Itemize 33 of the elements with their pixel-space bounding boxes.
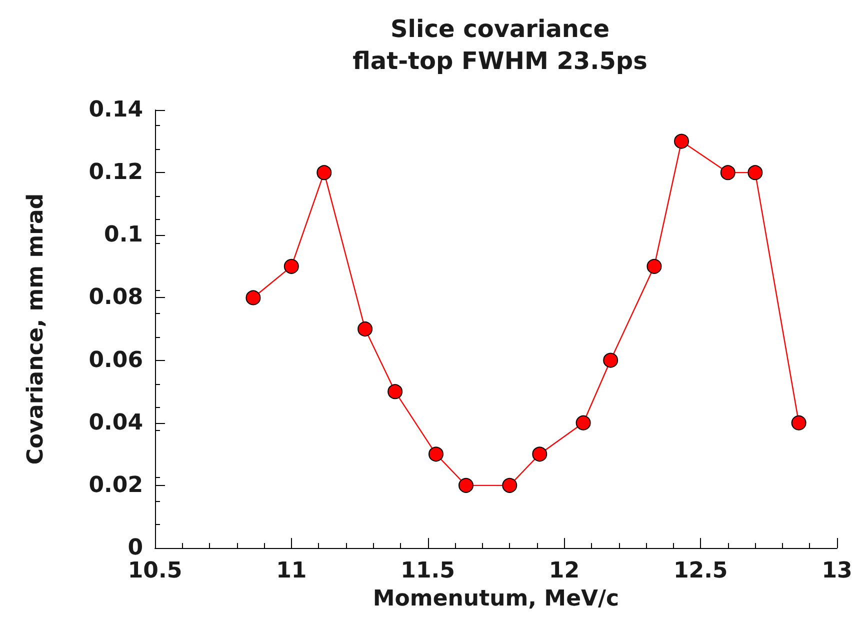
- y-tick-label: 0.06: [88, 348, 143, 373]
- point: [316, 165, 332, 180]
- point: [388, 384, 403, 400]
- point: [458, 478, 474, 493]
- point: [284, 258, 299, 274]
- x-tick-label: 11: [276, 558, 307, 584]
- point: [502, 478, 518, 493]
- y-tick-label: 0: [128, 536, 143, 560]
- point: [246, 290, 261, 306]
- point: [674, 134, 690, 149]
- point: [428, 446, 444, 462]
- x-tick-label: 10.5: [128, 558, 182, 584]
- x-tick-label: 11.5: [400, 558, 455, 584]
- y-tick-label: 0.1: [104, 222, 143, 248]
- y-tick-label: 0.02: [88, 472, 143, 498]
- point: [791, 415, 806, 430]
- x-axis-title: Momenutum, MeV/c: [372, 586, 620, 612]
- x-tick-label: 13: [822, 558, 852, 584]
- point: [576, 415, 591, 430]
- chart-title: Slice covariance flat-top FWHM 23.5ps: [352, 15, 648, 75]
- point: [532, 446, 548, 462]
- x-tick-label: 12.5: [673, 558, 728, 584]
- y-tick-label: 0.04: [88, 410, 143, 436]
- point: [603, 352, 618, 368]
- y-tick-label: 0.08: [88, 285, 143, 310]
- point: [720, 165, 736, 180]
- y-tick-label: 0.14: [88, 98, 143, 122]
- y-tick-label: 0.12: [88, 160, 143, 186]
- y-axis-title: Covariance, mm mrad: [24, 193, 48, 465]
- x-tick-label: 12: [548, 558, 580, 584]
- point: [748, 165, 763, 180]
- point: [646, 258, 662, 274]
- point: [358, 322, 373, 336]
